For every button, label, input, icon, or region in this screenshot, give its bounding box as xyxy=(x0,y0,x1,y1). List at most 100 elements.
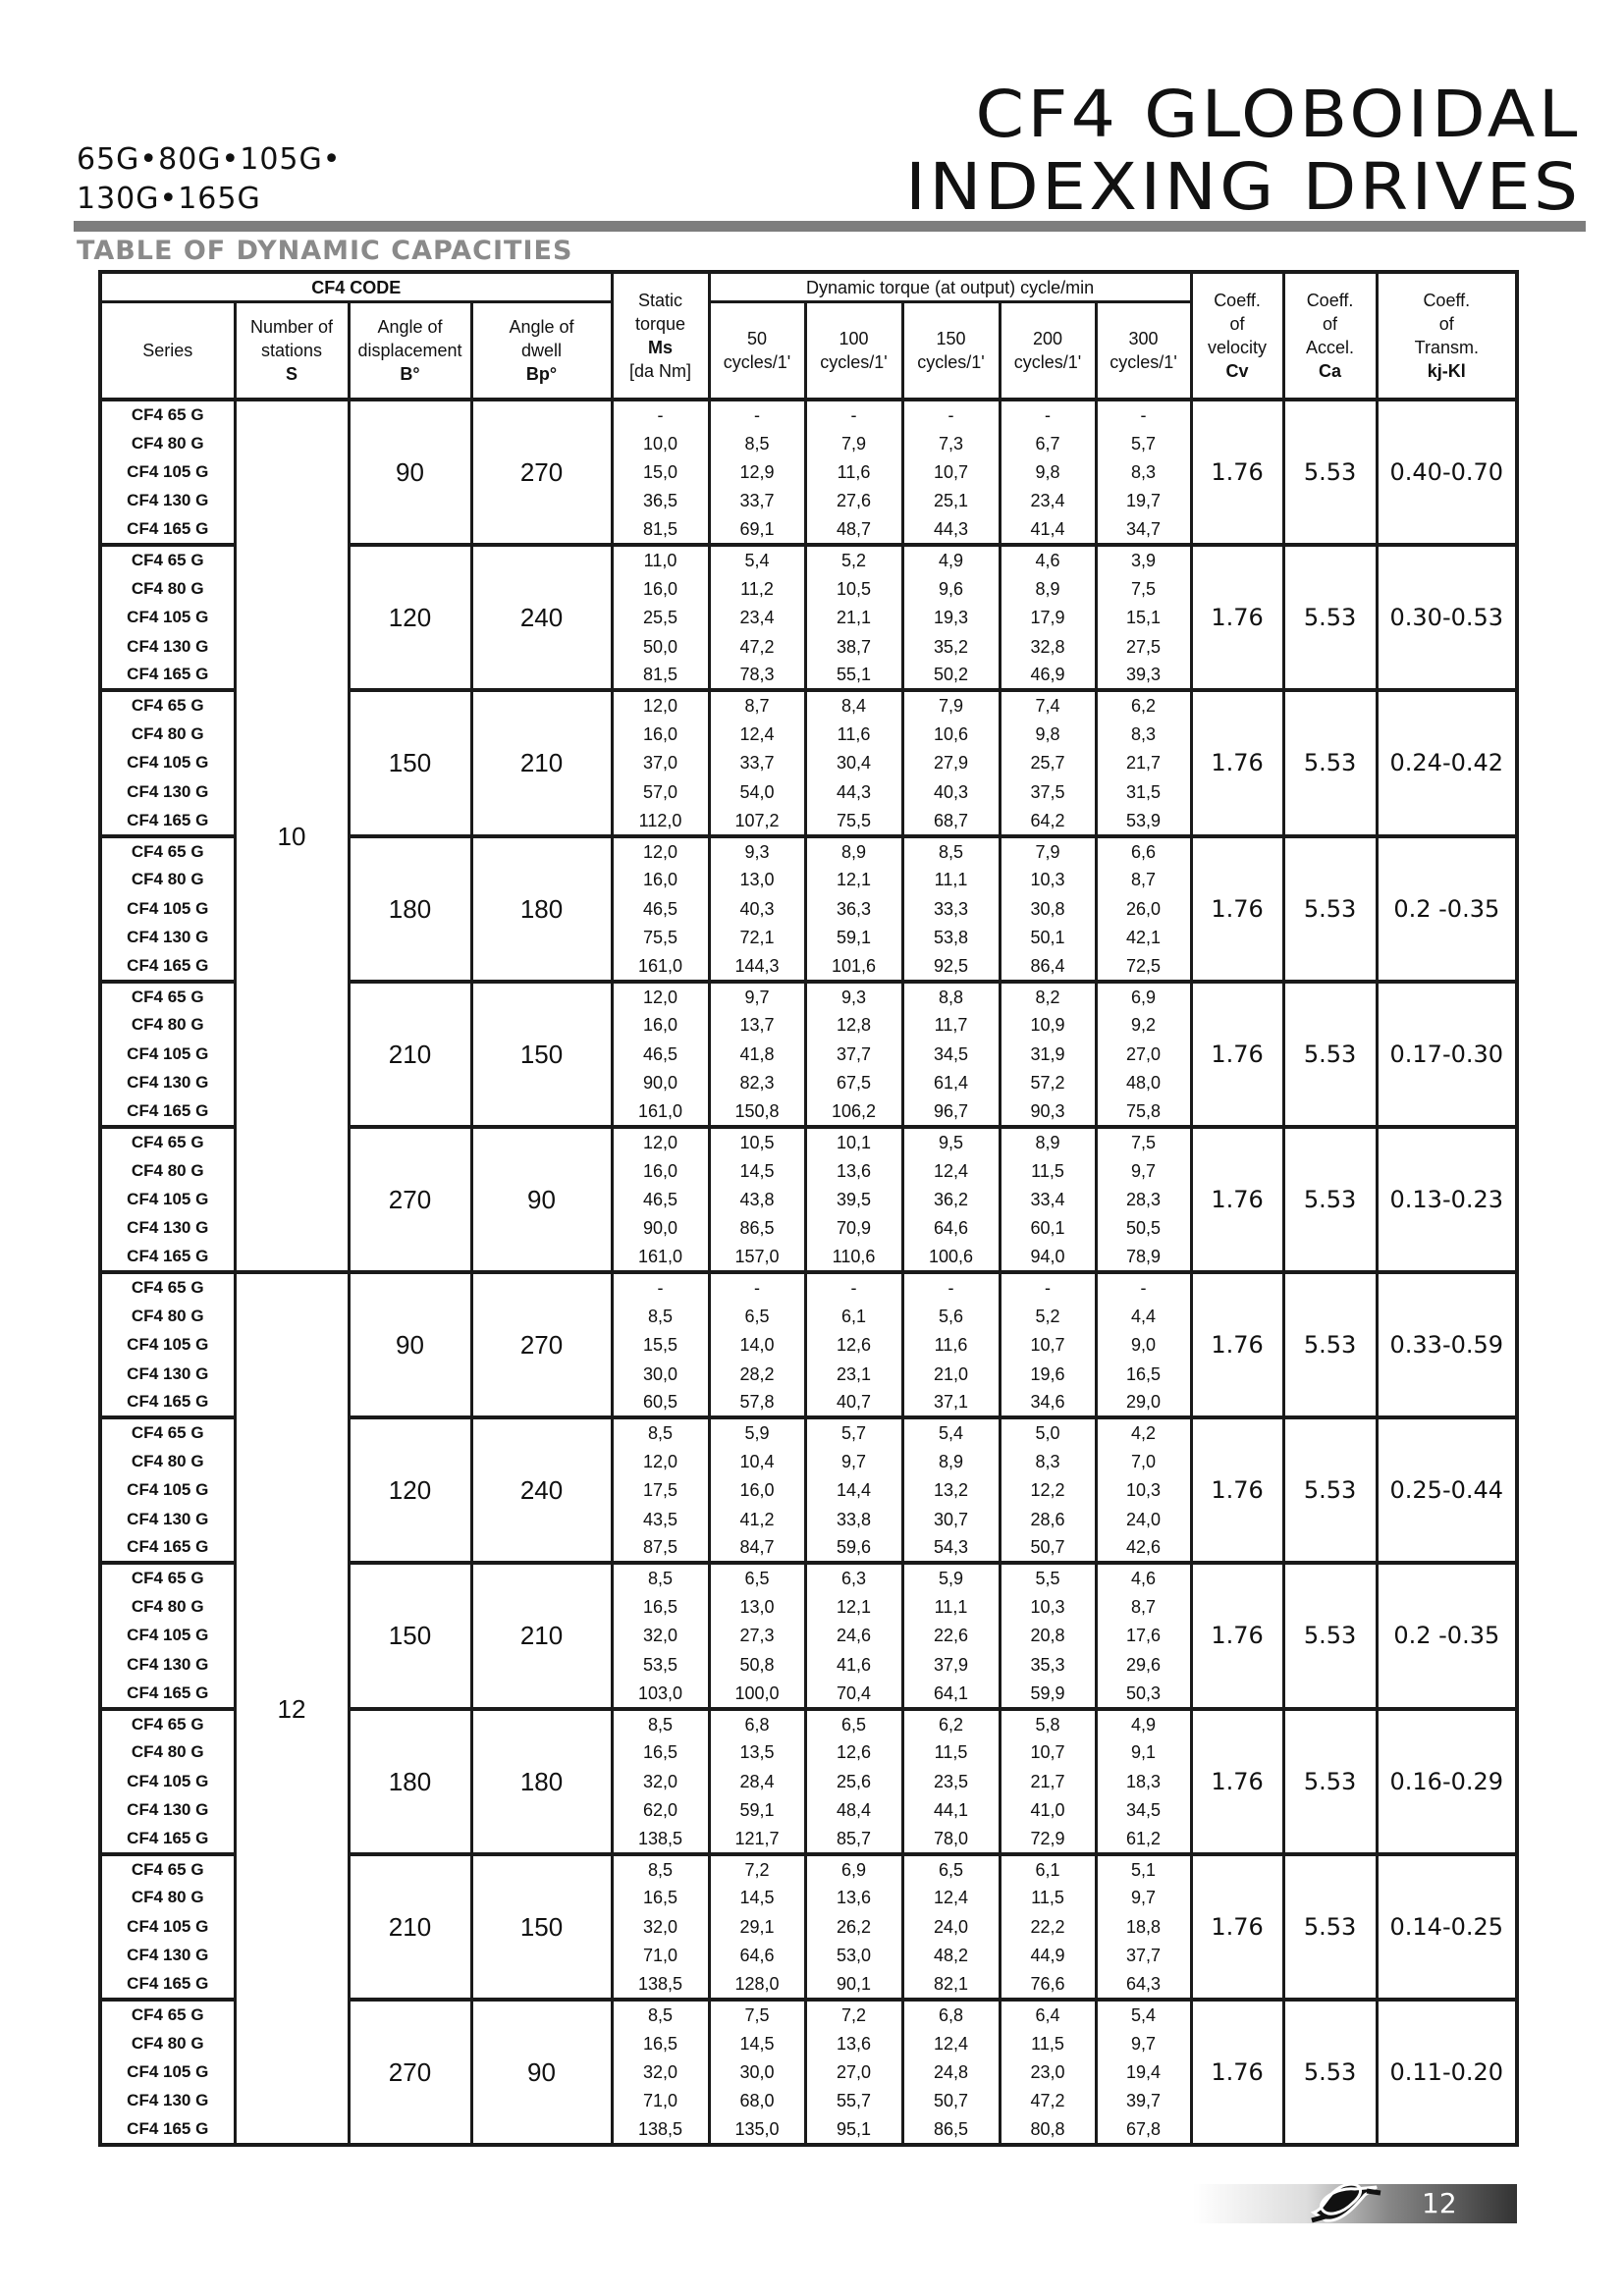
t150-cell: 33,3 xyxy=(900,893,1001,924)
t150-cell: 78,0 xyxy=(900,1824,1001,1854)
t150-cell: 100,6 xyxy=(900,1243,1001,1273)
t50-cell: 150,8 xyxy=(707,1096,807,1127)
ms-cell: 12,0 xyxy=(610,833,711,866)
table-row: CF4 65 G 270 90 12,0 10,5 10,1 9,5 8,9 7,5 1.76 5.… xyxy=(98,1124,1519,1273)
t300-cell: 6,9 xyxy=(1094,979,1193,1011)
t200-cell: 59,9 xyxy=(998,1679,1098,1709)
t100-cell: 12,1 xyxy=(803,865,904,894)
t200-cell: 90,3 xyxy=(998,1096,1098,1127)
t200-cell: 8,9 xyxy=(998,574,1098,604)
t150-cell: 50,2 xyxy=(900,661,1001,691)
table-row: CF4 165 G 138,5 135,0 95,1 86,5 80,8 67,8 xyxy=(98,2115,1517,2146)
t100-cell: 67,5 xyxy=(803,1068,904,1097)
t100-cell: 12,8 xyxy=(803,1010,904,1041)
ms-cell: 60,5 xyxy=(610,1388,711,1418)
t300-cell: 21,7 xyxy=(1094,748,1193,778)
t300-cell: 19,7 xyxy=(1094,486,1193,516)
t50-cell: 157,0 xyxy=(707,1243,807,1273)
t100-cell: 12,6 xyxy=(803,1330,904,1360)
t50-cell: 14,5 xyxy=(707,1883,807,1913)
table-row: CF4 80 G 16,0 12,4 11,6 10,6 9,8 8,3 xyxy=(98,720,1517,749)
t50-cell: 41,8 xyxy=(707,1040,807,1069)
series-cell: CF4 165 G xyxy=(98,1679,237,1709)
t100-cell: 75,5 xyxy=(803,806,904,836)
t50-cell: 7,2 xyxy=(707,1851,807,1884)
t300-cell: 5,7 xyxy=(1094,429,1193,458)
cv-cell: 1.76 xyxy=(1189,688,1285,836)
t300-cell: 50,3 xyxy=(1094,1679,1193,1709)
t100-cell: 13,6 xyxy=(803,2028,904,2058)
t50-cell: 14,5 xyxy=(707,1155,807,1186)
t50-cell: 12,9 xyxy=(707,457,807,487)
t200-cell: 76,6 xyxy=(998,1969,1098,2000)
ms-cell: 11,0 xyxy=(610,543,711,575)
t200-cell: 6,1 xyxy=(998,1851,1098,1884)
ms-cell: 12,0 xyxy=(610,688,711,721)
series-cell: CF4 105 G xyxy=(98,1330,237,1360)
t300-cell: 39,3 xyxy=(1094,661,1193,691)
t100-cell: 55,1 xyxy=(803,661,904,691)
ca-cell: 5.53 xyxy=(1281,833,1379,982)
dwell-cell: 270 xyxy=(469,1270,614,1418)
t200-cell: 12,2 xyxy=(998,1475,1098,1505)
header-dwell: Angle of dwell Bp° xyxy=(469,300,614,401)
ms-cell: 16,0 xyxy=(610,720,711,749)
t50-cell: 33,7 xyxy=(707,748,807,778)
t50-cell: 41,2 xyxy=(707,1504,807,1534)
t300-cell: 10,3 xyxy=(1094,1475,1193,1505)
t50-cell: 128,0 xyxy=(707,1969,807,2000)
t300-cell: 31,5 xyxy=(1094,777,1193,807)
t200-cell: 94,0 xyxy=(998,1243,1098,1273)
ms-cell: 12,0 xyxy=(610,979,711,1011)
t200-cell: 46,9 xyxy=(998,661,1098,691)
ca-cell: 5.53 xyxy=(1281,543,1379,691)
t150-cell: 7,9 xyxy=(900,688,1001,721)
table-row: CF4 65 G 270 90 8,5 7,5 7,2 6,8 6,4 5,4 1.76 5.53 0… xyxy=(98,1997,1519,2146)
displacement-cell: 210 xyxy=(347,979,473,1127)
t100-cell: 44,3 xyxy=(803,777,904,807)
t200-cell: 23,4 xyxy=(998,486,1098,516)
cv-cell: 1.76 xyxy=(1189,1997,1285,2146)
table-row: CF4 80 G 16,5 13,0 12,1 11,1 10,3 8,7 xyxy=(98,1592,1517,1622)
ms-cell: 8,5 xyxy=(610,1415,711,1448)
t200-cell: 34,6 xyxy=(998,1388,1098,1418)
t50-cell: 86,5 xyxy=(707,1213,807,1244)
t150-cell: 53,8 xyxy=(900,923,1001,952)
t300-cell: 6,2 xyxy=(1094,688,1193,721)
t200-cell: 44,9 xyxy=(998,1941,1098,1970)
t200-cell: 30,8 xyxy=(998,893,1098,924)
t150-cell: 27,9 xyxy=(900,748,1001,778)
t300-cell: 6,6 xyxy=(1094,833,1193,866)
t50-cell: 33,7 xyxy=(707,486,807,516)
dwell-cell: 240 xyxy=(469,543,614,691)
ms-cell: 103,0 xyxy=(610,1679,711,1709)
header-cv: Coeff. of velocity Cv xyxy=(1189,270,1285,401)
dwell-cell: 150 xyxy=(469,979,614,1127)
t200-cell: 5,0 xyxy=(998,1415,1098,1448)
t100-cell: 106,2 xyxy=(803,1096,904,1127)
ms-cell: 16,5 xyxy=(610,1592,711,1622)
kj-cell: 0.11-0.20 xyxy=(1375,1997,1519,2146)
t200-cell: 22,2 xyxy=(998,1912,1098,1942)
t200-cell: 41,4 xyxy=(998,515,1098,546)
series-cell: CF4 165 G xyxy=(98,515,237,546)
t150-cell: 22,6 xyxy=(900,1621,1001,1651)
models-line-2: 130G•165G xyxy=(77,182,261,216)
t150-cell: 35,2 xyxy=(900,631,1001,662)
t300-cell: 26,0 xyxy=(1094,893,1193,924)
t50-cell: 14,5 xyxy=(707,2028,807,2058)
series-cell: CF4 80 G xyxy=(98,1883,237,1913)
t150-cell: - xyxy=(900,1270,1001,1303)
series-cell: CF4 105 G xyxy=(98,1912,237,1942)
dwell-cell: 180 xyxy=(469,833,614,982)
t100-cell: 26,2 xyxy=(803,1912,904,1942)
t150-cell: 13,2 xyxy=(900,1475,1001,1505)
t200-cell: 23,0 xyxy=(998,2057,1098,2087)
t300-cell: - xyxy=(1094,398,1193,429)
t50-cell: 7,5 xyxy=(707,1997,807,2029)
t50-cell: 59,1 xyxy=(707,1795,807,1825)
ms-cell: 138,5 xyxy=(610,1969,711,2000)
series-cell: CF4 165 G xyxy=(98,1388,237,1418)
t50-cell: 14,0 xyxy=(707,1330,807,1360)
page-number: 12 xyxy=(1422,2187,1457,2219)
